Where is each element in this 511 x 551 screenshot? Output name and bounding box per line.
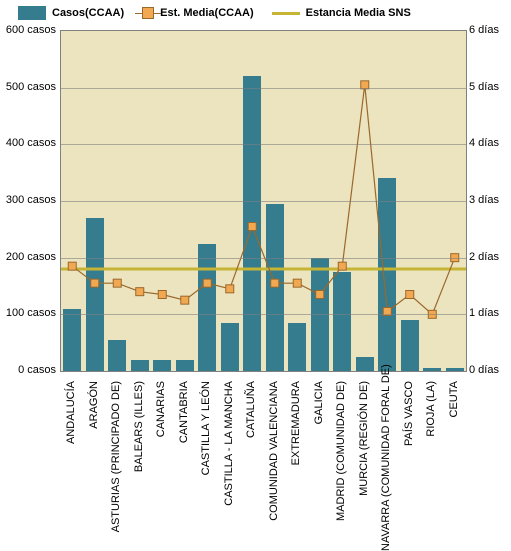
x-tick-label: CASTILLA Y LEÓN bbox=[200, 381, 212, 551]
x-tick-label: CASTILLA - LA MANCHA bbox=[223, 381, 235, 551]
marker bbox=[248, 223, 256, 231]
x-tick-label: CANARIAS bbox=[155, 381, 167, 551]
x-tick-label: MURCIA (REGIÓN DE) bbox=[358, 381, 370, 551]
x-tick-label: ASTURIAS (PRINCIPADO DE) bbox=[110, 381, 122, 551]
legend-item-bar: Casos(CCAA) bbox=[18, 6, 124, 20]
x-tick-label: PAÍS VASCO bbox=[403, 381, 415, 551]
x-tick-label: EXTREMADURA bbox=[290, 381, 302, 551]
y-left-tick-label: 100 casos bbox=[0, 307, 56, 319]
legend-bar-label: Casos(CCAA) bbox=[52, 7, 124, 19]
legend: Casos(CCAA) Est. Media(CCAA) Estancia Me… bbox=[18, 6, 411, 20]
x-tick-label: NAVARRA (COMUNIDAD FORAL DE) bbox=[380, 381, 392, 551]
y-left-tick-label: 200 casos bbox=[0, 251, 56, 263]
gridline bbox=[61, 144, 466, 145]
x-tick-label: CANTABRIA bbox=[178, 381, 190, 551]
legend-line-label: Est. Media(CCAA) bbox=[160, 7, 254, 19]
gridline bbox=[61, 88, 466, 89]
gridline bbox=[61, 201, 466, 202]
ref-swatch bbox=[272, 12, 300, 15]
y-right-tick-label: 1 días bbox=[469, 307, 499, 319]
bar-swatch bbox=[18, 6, 46, 20]
y-left-tick-label: 0 casos bbox=[0, 364, 56, 376]
y-right-tick-label: 4 días bbox=[469, 137, 499, 149]
chart-wrapper: Casos(CCAA) Est. Media(CCAA) Estancia Me… bbox=[0, 0, 511, 551]
marker bbox=[68, 262, 76, 270]
y-right-tick-label: 3 días bbox=[469, 194, 499, 206]
x-axis-labels: ANDALUCÍAARAGÓNASTURIAS (PRINCIPADO DE)B… bbox=[60, 375, 465, 545]
marker bbox=[113, 279, 121, 287]
x-tick-label: ARAGÓN bbox=[88, 381, 100, 551]
y-right-tick-label: 2 días bbox=[469, 251, 499, 263]
marker bbox=[271, 279, 279, 287]
plot-area bbox=[60, 30, 467, 372]
x-tick-label: COMUNIDAD VALENCIANA bbox=[268, 381, 280, 551]
marker bbox=[203, 279, 211, 287]
y-left-tick-label: 500 casos bbox=[0, 81, 56, 93]
marker bbox=[91, 279, 99, 287]
marker bbox=[136, 288, 144, 296]
y-left-tick-label: 400 casos bbox=[0, 137, 56, 149]
marker bbox=[406, 291, 414, 299]
marker bbox=[158, 291, 166, 299]
marker bbox=[316, 291, 324, 299]
x-tick-label: MADRID (COMUNIDAD DE) bbox=[335, 381, 347, 551]
x-tick-label: BALEARS (ILLES) bbox=[133, 381, 145, 551]
marker bbox=[338, 262, 346, 270]
legend-item-ref: Estancia Media SNS bbox=[272, 7, 411, 19]
x-tick-label: GALICIA bbox=[313, 381, 325, 551]
y-right-tick-label: 6 días bbox=[469, 24, 499, 36]
y-right-tick-label: 0 días bbox=[469, 364, 499, 376]
marker bbox=[181, 296, 189, 304]
x-tick-label: RIOJA (LA) bbox=[425, 381, 437, 551]
x-tick-label: ANDALUCÍA bbox=[65, 381, 77, 551]
marker-swatch bbox=[142, 7, 154, 19]
legend-ref-label: Estancia Media SNS bbox=[306, 7, 411, 19]
x-tick-label: CEUTA bbox=[448, 381, 460, 551]
gridline bbox=[61, 314, 466, 315]
marker bbox=[226, 285, 234, 293]
y-left-tick-label: 600 casos bbox=[0, 24, 56, 36]
line-series bbox=[72, 85, 455, 315]
legend-item-line: Est. Media(CCAA) bbox=[142, 7, 254, 19]
gridline bbox=[61, 258, 466, 259]
marker bbox=[293, 279, 301, 287]
y-right-tick-label: 5 días bbox=[469, 81, 499, 93]
y-left-tick-label: 300 casos bbox=[0, 194, 56, 206]
x-tick-label: CATALUÑA bbox=[245, 381, 257, 551]
